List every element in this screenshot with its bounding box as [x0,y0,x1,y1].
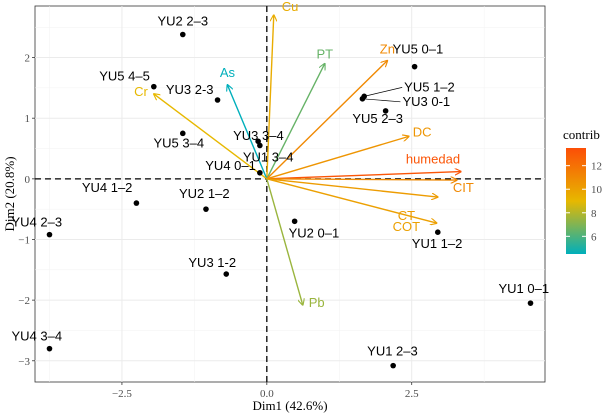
contrib-legend: contrib 6 8 10 12 [563,127,603,254]
arrow-humedad [266,172,461,180]
axes: −2.5 0.0 2.5 −3 −2 −1 0 1 2 [18,53,419,400]
arrow-cr [154,94,268,180]
point [359,95,366,102]
point-label: YU4 3–4 [11,329,62,344]
point [133,200,140,206]
arrow-pt [266,64,325,180]
y-tick-label: 2 [25,53,31,65]
point [203,206,209,212]
point-label: YU4 0–1 [205,158,256,173]
variable-label-cr: Cr [134,84,148,99]
x-tick-label: 2.5 [405,388,419,400]
point [257,142,263,149]
arrow-cot [266,178,437,223]
variable-label-cit: CIT [453,180,474,195]
legend-tick-label: 12 [591,161,602,173]
individual-points: YU2 2–3 YU5 4–5 YU3 2-3 YU5 3–4 YU3 3–4 YU1 3… [11,14,549,369]
point-label: YU5 3–4 [153,135,204,150]
point [257,169,263,176]
point [223,271,230,277]
point [151,83,157,90]
point-label: YU4 1–2 [82,180,133,195]
point [527,300,534,306]
legend-tick-label: 6 [591,231,597,243]
arrow-as [227,85,268,180]
y-tick-label: 1 [25,113,31,125]
point-label: YU1 1–2 [412,236,463,251]
arrow-dc [266,136,409,180]
y-tick-label: −2 [18,295,30,307]
variable-label-as: As [220,65,236,80]
variable-label-pt: PT [316,47,333,62]
y-tick-label: 0 [25,174,31,186]
label-leader-line [364,87,403,97]
point [434,229,441,236]
point-label: YU1 0–1 [499,281,550,296]
variable-label-zn: Zn [380,42,395,57]
arrow-pb [266,178,303,305]
variable-label-dc: DC [413,124,432,139]
point-label: YU3 3–4 [233,128,284,143]
variable-label-humedad: humedad [406,152,460,167]
point [411,63,418,70]
panel-background [34,5,546,383]
legend-title: contrib [563,127,600,142]
point [291,218,298,225]
point [46,231,53,238]
point-label: YU3 1-2 [188,255,236,270]
point-label: YU1 3–4 [243,149,294,164]
point [214,97,221,103]
point-label: YU2 1–2 [179,186,230,201]
variable-arrows: CuPTZnAsCrDChumedadCITCTCOTPb [134,0,474,310]
x-tick-label: −2.5 [112,388,132,400]
point-label: YU2 0–1 [289,225,340,240]
point-label: YU5 0–1 [393,42,444,57]
variable-label-cu: Cu [282,0,299,14]
point-label: YU2 2–3 [157,14,208,29]
point [255,138,261,145]
legend-tick-label: 10 [591,184,603,196]
variable-label-pb: Pb [309,295,325,310]
legend-color-bar [566,148,586,254]
point-label: YU1 2–3 [367,344,418,359]
point-label: YU3 0-1 [402,94,450,109]
x-tick-label: 0.0 [260,388,274,400]
point-label: YU5 1–2 [404,79,455,94]
legend-tick-label: 8 [591,208,597,220]
y-tick-label: −3 [18,356,30,368]
point [46,345,53,352]
arrow-cu [266,15,274,179]
variable-label-cot: COT [393,219,421,234]
point [179,130,186,137]
point-label: YU5 2–3 [352,111,403,126]
y-axis-label: Dim2 (20.8%) [2,156,17,231]
x-axis-label: Dim1 (42.6%) [252,398,327,413]
arrow-cit [266,179,457,180]
point-label: YU5 4–5 [99,69,150,84]
point [179,31,186,38]
y-tick-label: −1 [18,234,30,246]
point-label: YU3 2-3 [166,82,214,97]
label-leader-line [362,98,401,103]
gridlines [35,6,545,382]
arrow-ct [266,178,438,197]
point [382,108,389,114]
arrow-zn [266,61,388,180]
point-label: YU4 2–3 [11,215,62,230]
point [390,362,396,369]
